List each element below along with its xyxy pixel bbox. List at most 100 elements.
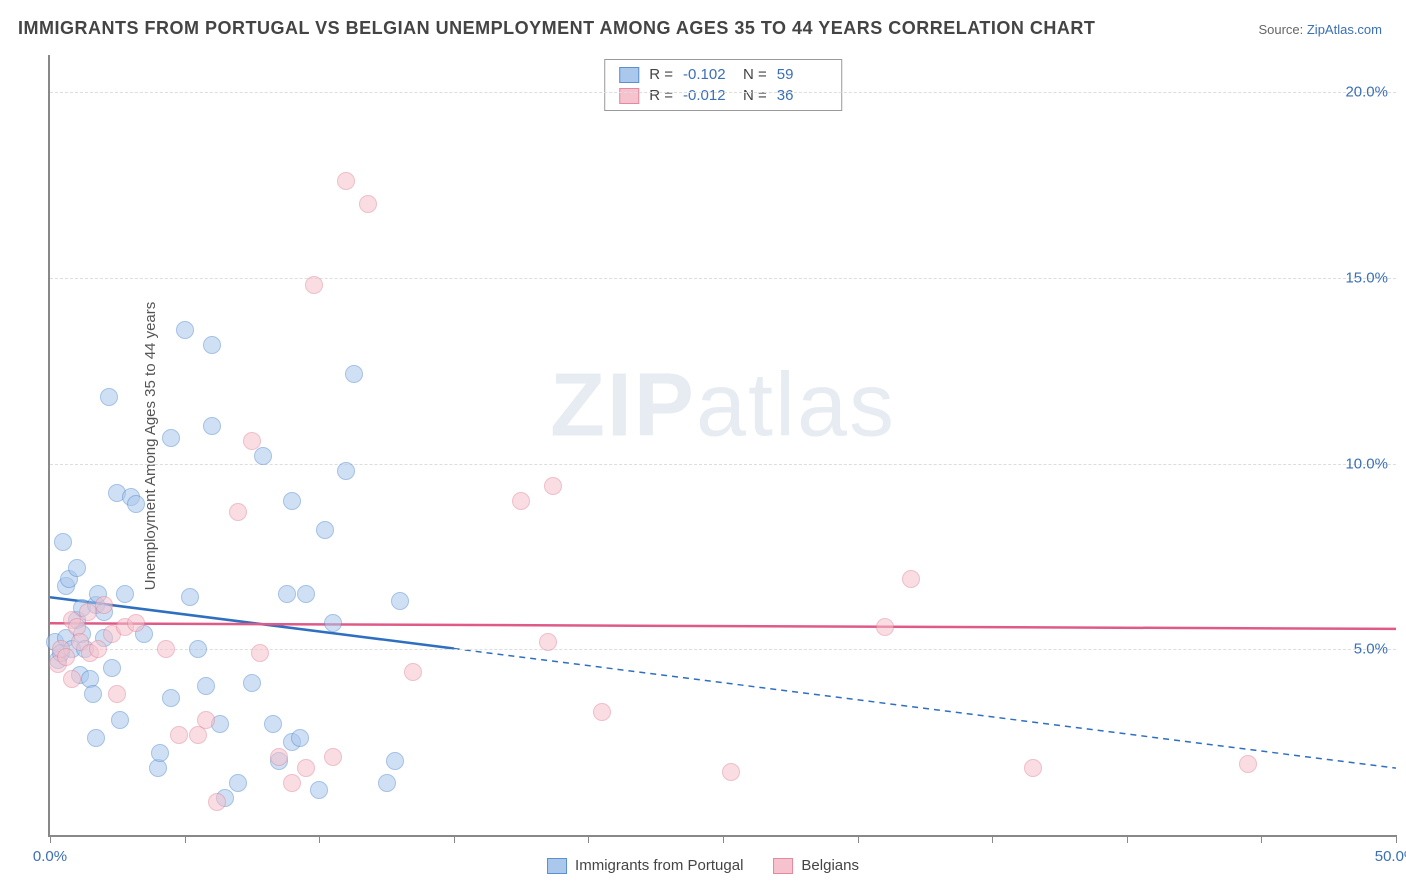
data-point (127, 495, 145, 513)
gridline (50, 464, 1396, 465)
data-point (162, 689, 180, 707)
data-point (95, 596, 113, 614)
x-tick (1127, 835, 1128, 843)
data-point (291, 729, 309, 747)
n-label: N = (743, 66, 767, 83)
scatter-chart: ZIPatlas R =-0.102N =59R =-0.012N =36 5.… (48, 55, 1396, 837)
data-point (297, 585, 315, 603)
data-point (176, 321, 194, 339)
data-point (54, 533, 72, 551)
data-point (197, 711, 215, 729)
data-point (264, 715, 282, 733)
x-tick-label: 0.0% (33, 848, 67, 865)
data-point (229, 774, 247, 792)
data-point (278, 585, 296, 603)
r-label: R = (649, 87, 673, 104)
data-point (57, 648, 75, 666)
data-point (84, 685, 102, 703)
legend-item: Belgians (773, 857, 859, 874)
data-point (297, 759, 315, 777)
x-tick-label: 50.0% (1375, 848, 1406, 865)
legend-row: R =-0.012N =36 (605, 85, 841, 106)
y-tick-label: 15.0% (1345, 269, 1388, 286)
data-point (162, 429, 180, 447)
data-point (243, 432, 261, 450)
data-point (127, 614, 145, 632)
data-point (89, 640, 107, 658)
x-tick (588, 835, 589, 843)
legend-row: R =-0.102N =59 (605, 64, 841, 85)
data-point (63, 670, 81, 688)
correlation-legend: R =-0.102N =59R =-0.012N =36 (604, 59, 842, 111)
trend-line (50, 623, 1396, 629)
data-point (283, 774, 301, 792)
legend-label: Immigrants from Portugal (575, 857, 743, 874)
data-point (181, 588, 199, 606)
data-point (103, 659, 121, 677)
data-point (283, 492, 301, 510)
data-point (539, 633, 557, 651)
gridline (50, 278, 1396, 279)
x-tick (454, 835, 455, 843)
data-point (316, 521, 334, 539)
series-legend: Immigrants from Portugal Belgians (547, 857, 859, 874)
data-point (359, 195, 377, 213)
r-value: -0.012 (683, 87, 733, 104)
data-point (197, 677, 215, 695)
n-value: 36 (777, 87, 827, 104)
x-tick (858, 835, 859, 843)
data-point (310, 781, 328, 799)
source-value: ZipAtlas.com (1307, 22, 1382, 37)
data-point (203, 336, 221, 354)
data-point (512, 492, 530, 510)
data-point (208, 793, 226, 811)
data-point (189, 640, 207, 658)
data-point (203, 417, 221, 435)
data-point (391, 592, 409, 610)
data-point (251, 644, 269, 662)
legend-item: Immigrants from Portugal (547, 857, 743, 874)
x-tick (992, 835, 993, 843)
source-attribution: Source: ZipAtlas.com (1258, 22, 1382, 37)
data-point (386, 752, 404, 770)
data-point (876, 618, 894, 636)
data-point (404, 663, 422, 681)
x-tick (1396, 835, 1397, 843)
data-point (305, 276, 323, 294)
r-value: -0.102 (683, 66, 733, 83)
data-point (229, 503, 247, 521)
data-point (68, 559, 86, 577)
data-point (243, 674, 261, 692)
data-point (157, 640, 175, 658)
data-point (170, 726, 188, 744)
data-point (593, 703, 611, 721)
data-point (116, 585, 134, 603)
data-point (108, 685, 126, 703)
legend-swatch (619, 88, 639, 104)
data-point (1024, 759, 1042, 777)
data-point (378, 774, 396, 792)
y-tick-label: 10.0% (1345, 455, 1388, 472)
y-tick-label: 20.0% (1345, 84, 1388, 101)
data-point (100, 388, 118, 406)
gridline (50, 92, 1396, 93)
data-point (544, 477, 562, 495)
legend-swatch (619, 67, 639, 83)
data-point (337, 462, 355, 480)
data-point (345, 365, 363, 383)
data-point (1239, 755, 1257, 773)
data-point (111, 711, 129, 729)
watermark: ZIPatlas (550, 355, 896, 458)
data-point (722, 763, 740, 781)
chart-title: IMMIGRANTS FROM PORTUGAL VS BELGIAN UNEM… (18, 18, 1095, 39)
data-point (270, 748, 288, 766)
data-point (87, 729, 105, 747)
r-label: R = (649, 66, 673, 83)
data-point (151, 744, 169, 762)
x-tick (1261, 835, 1262, 843)
legend-label: Belgians (801, 857, 859, 874)
data-point (254, 447, 272, 465)
x-tick (723, 835, 724, 843)
x-tick (50, 835, 51, 843)
data-point (337, 172, 355, 190)
